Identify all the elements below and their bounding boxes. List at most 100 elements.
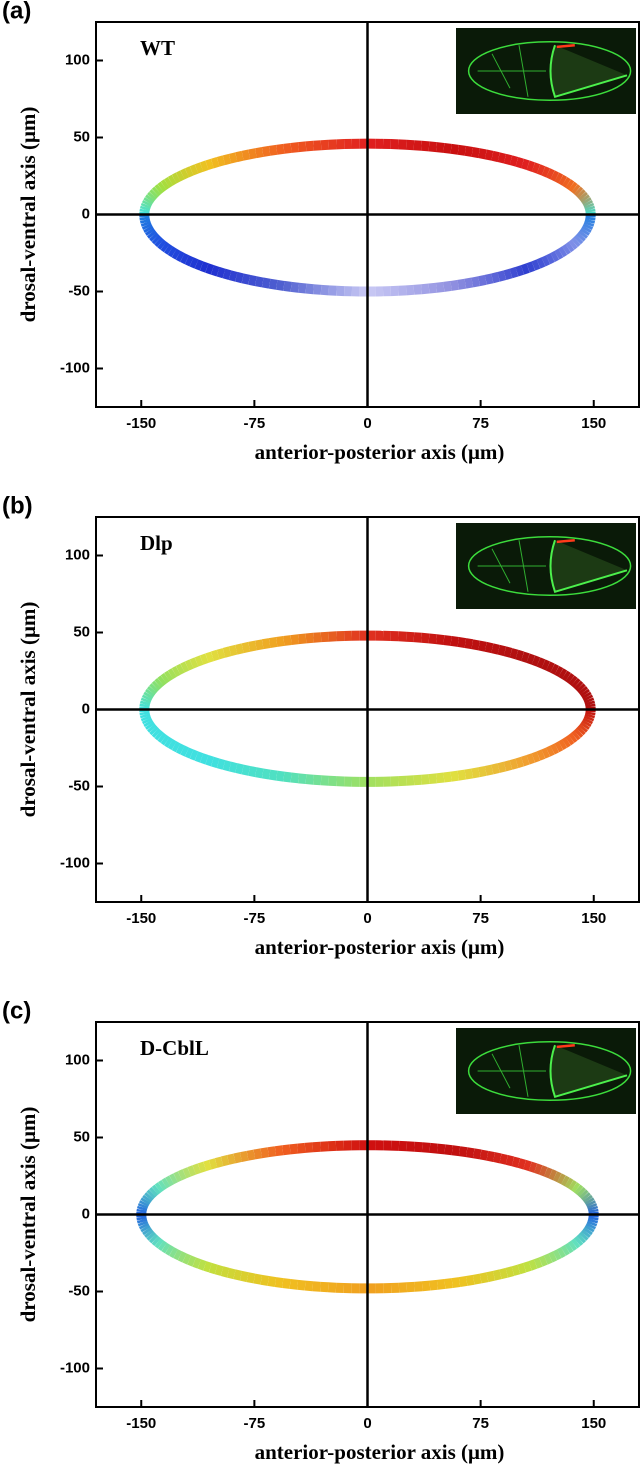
ring-segment xyxy=(436,147,443,148)
ring-segment xyxy=(589,717,590,720)
ring-segment xyxy=(248,1277,255,1278)
ring-segment xyxy=(499,275,505,277)
ring-segment xyxy=(283,1283,290,1284)
ring-segment xyxy=(182,258,186,260)
ring-segment xyxy=(585,1232,587,1234)
ring-segment xyxy=(164,677,167,679)
y-tick-label: -100 xyxy=(60,1359,90,1376)
ring-segment xyxy=(548,750,552,752)
ring-segment xyxy=(523,164,529,166)
ring-segment xyxy=(474,1279,481,1280)
ring-segment xyxy=(180,1174,185,1176)
ring-segment xyxy=(284,286,291,287)
inset-highlight xyxy=(557,1045,575,1047)
ring-segment xyxy=(586,228,587,231)
ring-segment xyxy=(228,1273,234,1275)
ring-segment xyxy=(170,251,174,253)
ring-segment xyxy=(298,1285,306,1286)
ring-segment xyxy=(517,655,523,657)
ring-segment xyxy=(178,748,182,750)
y-tick-label: 100 xyxy=(65,1051,90,1068)
y-tick-label: -50 xyxy=(68,1282,90,1299)
ring-segment xyxy=(145,1200,147,1202)
ring-segment xyxy=(153,236,155,239)
x-tick-label: 150 xyxy=(581,415,606,432)
ring-segment xyxy=(571,679,574,681)
ring-segment xyxy=(306,638,314,639)
ring-segment xyxy=(205,1165,211,1167)
ring-segment xyxy=(499,767,505,769)
ring-segment xyxy=(155,1240,158,1242)
ring-segment xyxy=(254,1153,261,1154)
ring-segment xyxy=(422,146,430,147)
ring-segment xyxy=(499,650,505,652)
ring-segment xyxy=(145,220,146,223)
ring-segment xyxy=(507,1271,513,1273)
ring-segment xyxy=(517,762,523,764)
ring-segment xyxy=(574,241,577,244)
ring-segment xyxy=(584,692,586,695)
ring-segment xyxy=(422,638,430,639)
ring-segment xyxy=(178,175,182,177)
ring-segment xyxy=(541,1260,546,1262)
ring-segment xyxy=(142,1205,143,1207)
ring-segment xyxy=(306,146,314,147)
ring-segment xyxy=(479,645,486,646)
ring-segment xyxy=(452,1150,459,1151)
ring-segment xyxy=(178,255,182,257)
ring-segment xyxy=(543,171,548,173)
x-axis-label: anterior-posterior axis (μm) xyxy=(255,1440,505,1464)
ring-segment xyxy=(528,658,533,660)
x-axis-label: anterior-posterior axis (μm) xyxy=(255,935,505,959)
ring-segment xyxy=(218,653,224,655)
ring-segment xyxy=(568,246,571,248)
ring-segment xyxy=(415,1147,423,1148)
ring-segment xyxy=(587,1230,589,1233)
x-axis-label: anterior-posterior axis (μm) xyxy=(255,440,505,464)
ring-segment xyxy=(313,289,321,290)
ring-segment xyxy=(146,1230,148,1233)
ring-segment xyxy=(192,262,197,264)
ring-segment xyxy=(557,253,561,255)
ring-segment xyxy=(590,1202,591,1204)
ring-segment xyxy=(194,1262,199,1264)
ring-segment xyxy=(202,758,207,760)
ring-segment xyxy=(263,643,270,644)
ring-segment xyxy=(589,205,590,207)
ring-segment xyxy=(590,715,591,718)
ring-segment xyxy=(525,1266,531,1268)
ring-segment xyxy=(268,1281,275,1282)
ring-segment xyxy=(224,765,230,767)
ring-segment xyxy=(513,1269,519,1271)
ring-segment xyxy=(182,173,186,175)
ring-segment xyxy=(145,699,146,702)
ring-segment xyxy=(422,1286,430,1287)
ring-segment xyxy=(593,1220,594,1223)
ring-segment xyxy=(494,1157,500,1158)
ring-segment xyxy=(243,154,250,155)
ring-segment xyxy=(458,284,465,285)
y-tick-label: -50 xyxy=(68,777,90,794)
ring-segment xyxy=(507,1160,513,1162)
ring-segment xyxy=(422,1147,430,1148)
ring-segment xyxy=(580,729,582,731)
ring-segment xyxy=(164,246,167,248)
ring-segment xyxy=(305,1147,313,1148)
ring-segment xyxy=(458,150,465,151)
ring-segment xyxy=(430,1148,438,1149)
ring-segment xyxy=(170,179,174,181)
ring-segment xyxy=(155,190,158,192)
ring-segment xyxy=(268,1151,275,1152)
ring-segment xyxy=(207,268,213,270)
ring-segment xyxy=(505,159,511,161)
ring-segment xyxy=(592,1205,593,1207)
ring-segment xyxy=(249,280,256,281)
x-tick-label: -150 xyxy=(126,1415,156,1432)
ring-segment xyxy=(164,1182,168,1184)
ring-segment xyxy=(523,760,529,762)
ring-segment xyxy=(561,251,565,253)
ring-segment xyxy=(582,195,584,197)
ring-segment xyxy=(145,207,146,209)
ring-segment xyxy=(577,190,580,192)
ring-segment xyxy=(222,1271,228,1273)
